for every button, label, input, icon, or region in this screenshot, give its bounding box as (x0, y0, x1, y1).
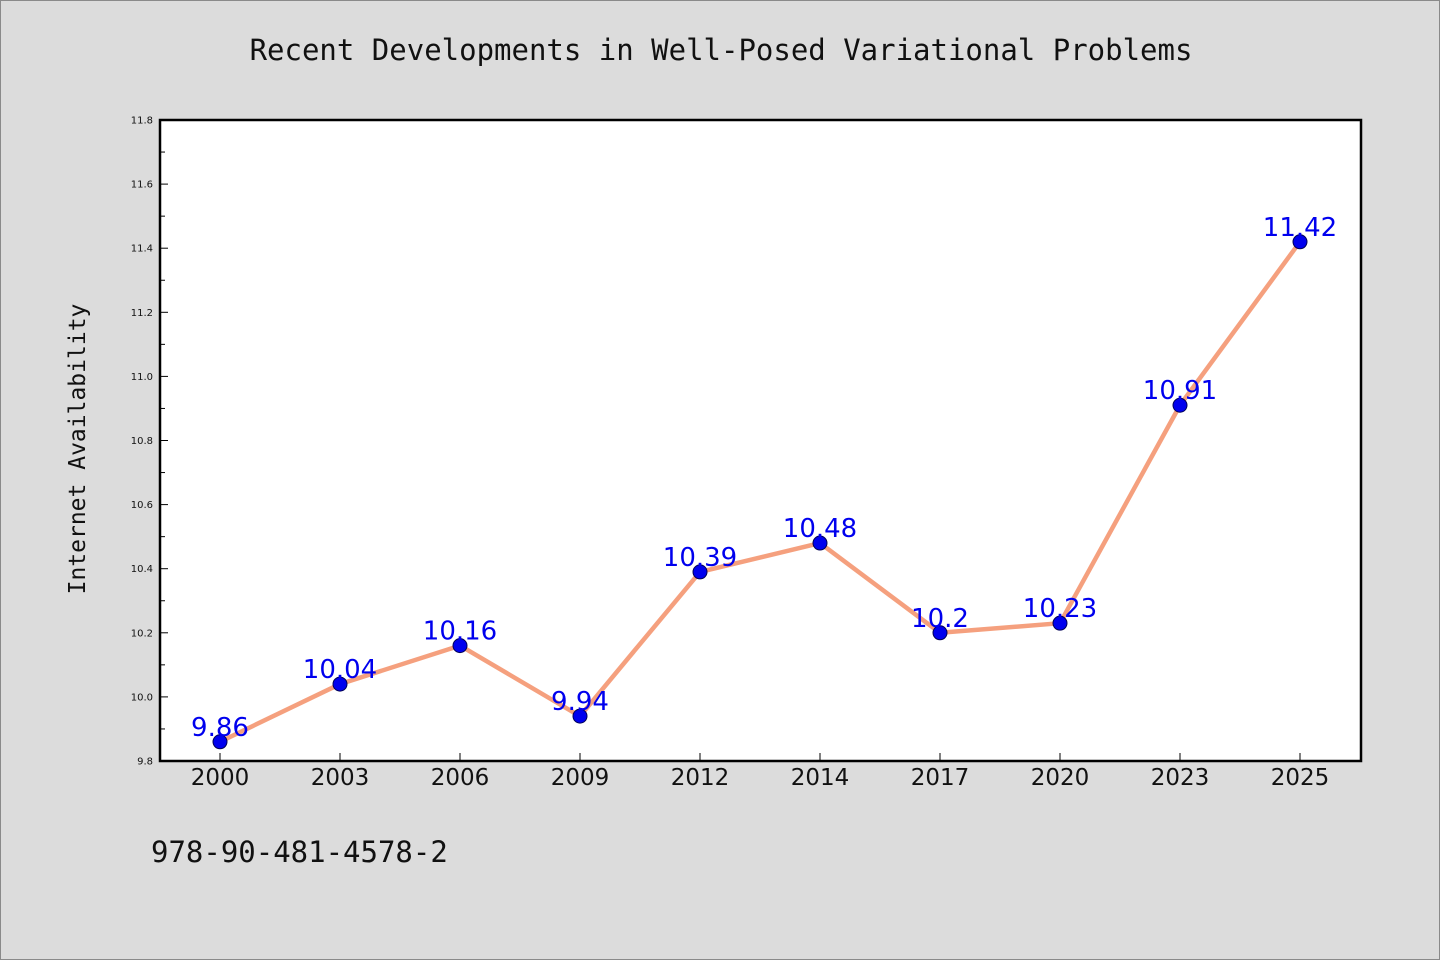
series-line-path (219, 240, 1302, 744)
x-tick-label: 2006 (431, 765, 490, 791)
y-tick-label: 11.0 (131, 372, 153, 383)
y-axis-ticks: 9.8 10.0 10.2 10.4 10.6 10.8 11.0 11.2 11.4 11.6 1… (131, 116, 168, 768)
data-label: 10.23 (1023, 594, 1097, 624)
y-tick-label: 10.2 (131, 628, 153, 639)
x-tick-label: 2025 (1271, 765, 1330, 791)
x-tick-label: 2023 (1151, 765, 1210, 791)
y-tick-label: 10.6 (131, 500, 153, 511)
data-point (932, 625, 948, 641)
y-tick-label: 10.8 (131, 436, 153, 447)
data-point (1292, 234, 1308, 250)
x-tick-label: 2012 (671, 765, 730, 791)
series-line (219, 240, 1302, 744)
y-tick-label: 11.8 (131, 116, 153, 127)
x-tick-label: 2017 (911, 765, 970, 791)
data-label: 10.2 (911, 604, 969, 634)
data-labels: 9.86 10.04 10.16 9.94 10.39 10.48 10.2 10.23 10.… (191, 213, 1337, 743)
data-point (212, 734, 228, 750)
data-point (812, 535, 828, 551)
y-tick-label: 10.4 (131, 564, 153, 575)
data-point (1172, 397, 1188, 413)
isbn-text: 978-90-481-4578-2 (151, 835, 448, 869)
chart-title: Recent Developments in Well-Posed Variat… (249, 33, 1193, 67)
x-tick-label: 2009 (551, 765, 610, 791)
data-label: 10.04 (303, 655, 377, 685)
y-tick-label: 11.2 (131, 308, 153, 319)
data-point (692, 564, 708, 580)
data-label: 9.86 (191, 713, 249, 743)
data-point (572, 708, 588, 724)
data-label: 10.48 (783, 514, 857, 544)
x-axis-ticks: 2000 2003 2006 2009 2012 2014 2017 2020 2023 2025 (191, 753, 1330, 791)
data-label: 10.16 (423, 617, 497, 647)
y-tick-label: 11.6 (131, 180, 153, 191)
x-tick-label: 2003 (311, 765, 370, 791)
data-point (1052, 615, 1068, 631)
y-tick-label: 11.4 (131, 244, 153, 255)
x-tick-label: 2020 (1031, 765, 1090, 791)
data-points (212, 234, 1308, 750)
data-label: 10.91 (1143, 376, 1217, 406)
y-tick-label: 9.8 (137, 757, 153, 768)
x-tick-label: 2014 (791, 765, 850, 791)
data-label: 11.42 (1263, 213, 1337, 243)
data-point (452, 638, 468, 654)
x-tick-label: 2000 (191, 765, 250, 791)
y-tick-label: 10.0 (131, 692, 153, 703)
data-point (332, 676, 348, 692)
data-label: 9.94 (551, 687, 609, 717)
data-label: 10.39 (663, 543, 737, 573)
